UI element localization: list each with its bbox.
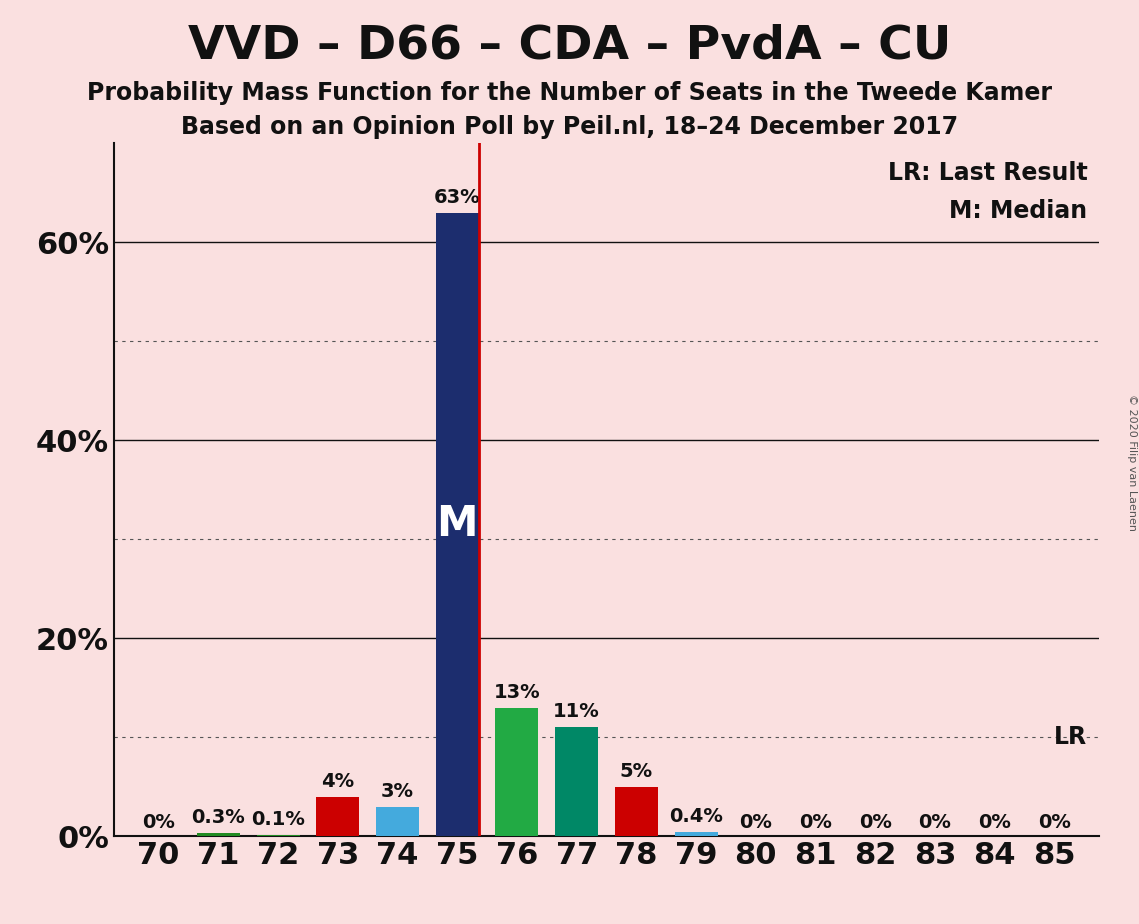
Text: 0%: 0% (1038, 813, 1071, 833)
Text: 0%: 0% (142, 813, 175, 833)
Text: 0.3%: 0.3% (191, 808, 245, 827)
Text: 63%: 63% (434, 188, 481, 207)
Bar (256, 835, 300, 836)
Text: 0%: 0% (978, 813, 1011, 833)
Text: VVD – D66 – CDA – PvdA – CU: VVD – D66 – CDA – PvdA – CU (188, 23, 951, 68)
Text: 13%: 13% (493, 683, 540, 701)
Text: Based on an Opinion Poll by Peil.nl, 18–24 December 2017: Based on an Opinion Poll by Peil.nl, 18–… (181, 115, 958, 139)
Text: 0.1%: 0.1% (252, 810, 305, 830)
Bar (495, 708, 539, 836)
Bar (197, 833, 240, 836)
Bar (674, 833, 718, 836)
Text: 11%: 11% (554, 702, 600, 722)
Text: 3%: 3% (382, 782, 415, 800)
Bar (317, 796, 359, 836)
Text: 5%: 5% (620, 761, 653, 781)
Text: M: M (436, 504, 478, 545)
Text: 4%: 4% (321, 772, 354, 791)
Text: LR: Last Result: LR: Last Result (887, 161, 1088, 185)
Text: Probability Mass Function for the Number of Seats in the Tweede Kamer: Probability Mass Function for the Number… (87, 81, 1052, 105)
Bar (436, 213, 478, 836)
Bar (555, 727, 598, 836)
Text: © 2020 Filip van Laenen: © 2020 Filip van Laenen (1126, 394, 1137, 530)
Bar (615, 786, 658, 836)
Text: LR: LR (1055, 725, 1088, 749)
Text: 0%: 0% (918, 813, 951, 833)
Text: 0%: 0% (859, 813, 892, 833)
Bar (376, 807, 419, 836)
Text: 0%: 0% (800, 813, 831, 833)
Text: M: Median: M: Median (949, 199, 1088, 223)
Text: 0.4%: 0.4% (669, 808, 723, 826)
Text: 0%: 0% (739, 813, 772, 833)
